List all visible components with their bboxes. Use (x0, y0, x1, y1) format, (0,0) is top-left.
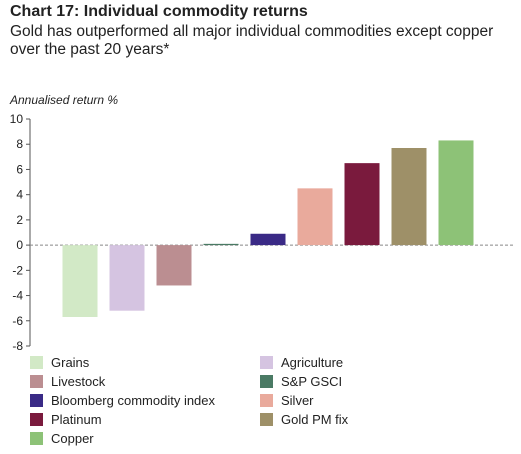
bar-grains (62, 245, 98, 317)
legend-item: Agriculture (260, 355, 343, 370)
bar-platinum (344, 163, 380, 246)
y-tick-label: 2 (16, 213, 23, 227)
legend-label: Agriculture (281, 355, 344, 370)
legend-label: S&P GSCI (281, 374, 343, 389)
legend-item: Gold PM fix (260, 412, 348, 427)
y-tick-label: 6 (16, 162, 23, 176)
bar-livestock (156, 245, 192, 286)
legend-label: Copper (51, 431, 94, 446)
y-tick-label: -8 (12, 339, 23, 353)
y-tick-label: 0 (16, 238, 23, 252)
y-tick-label: 4 (16, 188, 23, 202)
legend-item: Silver (260, 393, 314, 408)
legend-item: S&P GSCI (260, 374, 342, 389)
legend-swatch (260, 375, 273, 388)
y-tick-label: -2 (12, 263, 23, 277)
legend-swatch (30, 356, 43, 369)
legend-label: Bloomberg commodity index (51, 393, 216, 408)
legend-swatch (260, 356, 273, 369)
y-tick-label: -4 (12, 289, 23, 303)
bar-agriculture (109, 245, 145, 311)
legend-swatch (260, 413, 273, 426)
legend-swatch (30, 432, 43, 445)
y-tick-label: 10 (10, 112, 24, 126)
legend-item: Grains (30, 355, 89, 370)
legend-label: Silver (281, 393, 314, 408)
chart-title: Chart 17: Individual commodity returns (10, 3, 308, 20)
y-tick-label: -6 (12, 314, 23, 328)
legend-label: Grains (51, 355, 90, 370)
legend-label: Gold PM fix (281, 412, 349, 427)
bar-chart: -8 -6 -4 -2 0 2 4 6 8 10 (10, 112, 515, 353)
legend-swatch (260, 394, 273, 407)
legend-item: Bloomberg commodity index (30, 393, 215, 408)
bar-silver (297, 188, 333, 246)
bar-copper (438, 140, 474, 246)
legend-label: Livestock (51, 374, 106, 389)
bar-bloomberg-commodity-index (250, 233, 286, 246)
legend-item: Copper (30, 431, 94, 446)
y-tick-label: 8 (16, 137, 23, 151)
legend-swatch (30, 394, 43, 407)
legend-label: Platinum (51, 412, 102, 427)
legend-swatch (30, 375, 43, 388)
legend-item: Livestock (30, 374, 105, 389)
bar-gold-pm-fix (391, 148, 427, 246)
y-axis-label: Annualised return % (10, 93, 119, 107)
legend-item: Platinum (30, 412, 102, 427)
legend-swatch (30, 413, 43, 426)
chart-subtitle: Gold has outperformed all major individu… (10, 23, 494, 58)
bar-s-p-gsci (203, 243, 239, 246)
